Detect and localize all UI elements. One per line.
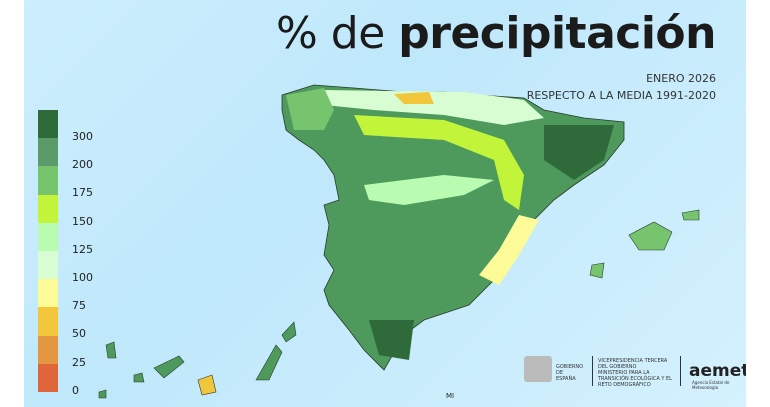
galicia-green bbox=[286, 88, 334, 130]
legend-swatch bbox=[38, 363, 58, 392]
legend-swatch bbox=[38, 194, 58, 223]
legend-swatch bbox=[38, 166, 58, 195]
legend-label: 25 bbox=[72, 355, 86, 369]
mainland-spain bbox=[281, 84, 625, 371]
legend-swatch bbox=[38, 222, 58, 251]
color-legend: 300 200 175 150 125 100 75 50 25 0 bbox=[38, 110, 93, 397]
title-bold: precipitación bbox=[398, 8, 716, 59]
legend-label: 175 bbox=[72, 186, 93, 200]
precipitation-map: MI bbox=[98, 84, 700, 400]
legend-swatch bbox=[38, 279, 58, 308]
subtitle-reference: RESPECTO A LA MEDIA 1991-2020 bbox=[526, 89, 716, 102]
legend-label: 125 bbox=[72, 242, 93, 256]
page-title: % de precipitación bbox=[275, 8, 717, 59]
legend-label: 100 bbox=[72, 271, 93, 284]
title-prefix: % de bbox=[275, 8, 399, 59]
subtitle-month: ENERO 2026 bbox=[646, 72, 716, 85]
north-yellow-band bbox=[324, 90, 544, 125]
balearic-ibiza bbox=[589, 262, 605, 279]
ministry-text: MINISTERIO PARA LA TRANSICIÓN ECOLÓGICA … bbox=[598, 370, 672, 388]
vicepresidency-text: VICEPRESIDENCIA TERCERA DEL GOBIERNO bbox=[598, 358, 668, 370]
map-infographic: MI % de precipitación ENERO 2026 RESPECT… bbox=[24, 0, 746, 407]
legend-swatch bbox=[38, 335, 58, 364]
canary-islands bbox=[98, 321, 297, 399]
coat-of-arms-icon bbox=[524, 356, 552, 382]
legend-label: 50 bbox=[72, 327, 86, 341]
cantabria-orange bbox=[394, 92, 434, 104]
legend-label: 75 bbox=[72, 299, 86, 313]
legend-label: 200 bbox=[72, 158, 93, 172]
aemet-subtitle: Agencia Estatal de Meteorología bbox=[692, 380, 730, 390]
south-dark bbox=[369, 320, 414, 360]
legend-swatch bbox=[38, 307, 58, 336]
aemet-logo: aemet bbox=[689, 361, 746, 381]
melilla-label: MI bbox=[446, 392, 454, 400]
northeast-dark bbox=[544, 125, 614, 180]
legend-swatch bbox=[38, 110, 58, 139]
balearic-menorca bbox=[681, 209, 700, 221]
legend-label: 0 bbox=[72, 383, 79, 397]
legend-label: 300 bbox=[72, 130, 93, 143]
legend-label: 150 bbox=[72, 214, 93, 228]
balearic-mallorca bbox=[628, 221, 673, 251]
ebro-band bbox=[354, 115, 524, 210]
legend-swatch bbox=[38, 250, 58, 280]
central-band bbox=[364, 175, 494, 205]
gov-logo-text: GOBIERNO DE ESPAÑA bbox=[556, 364, 584, 382]
legend-swatch bbox=[38, 138, 58, 167]
east-coast-yellow bbox=[479, 215, 539, 285]
